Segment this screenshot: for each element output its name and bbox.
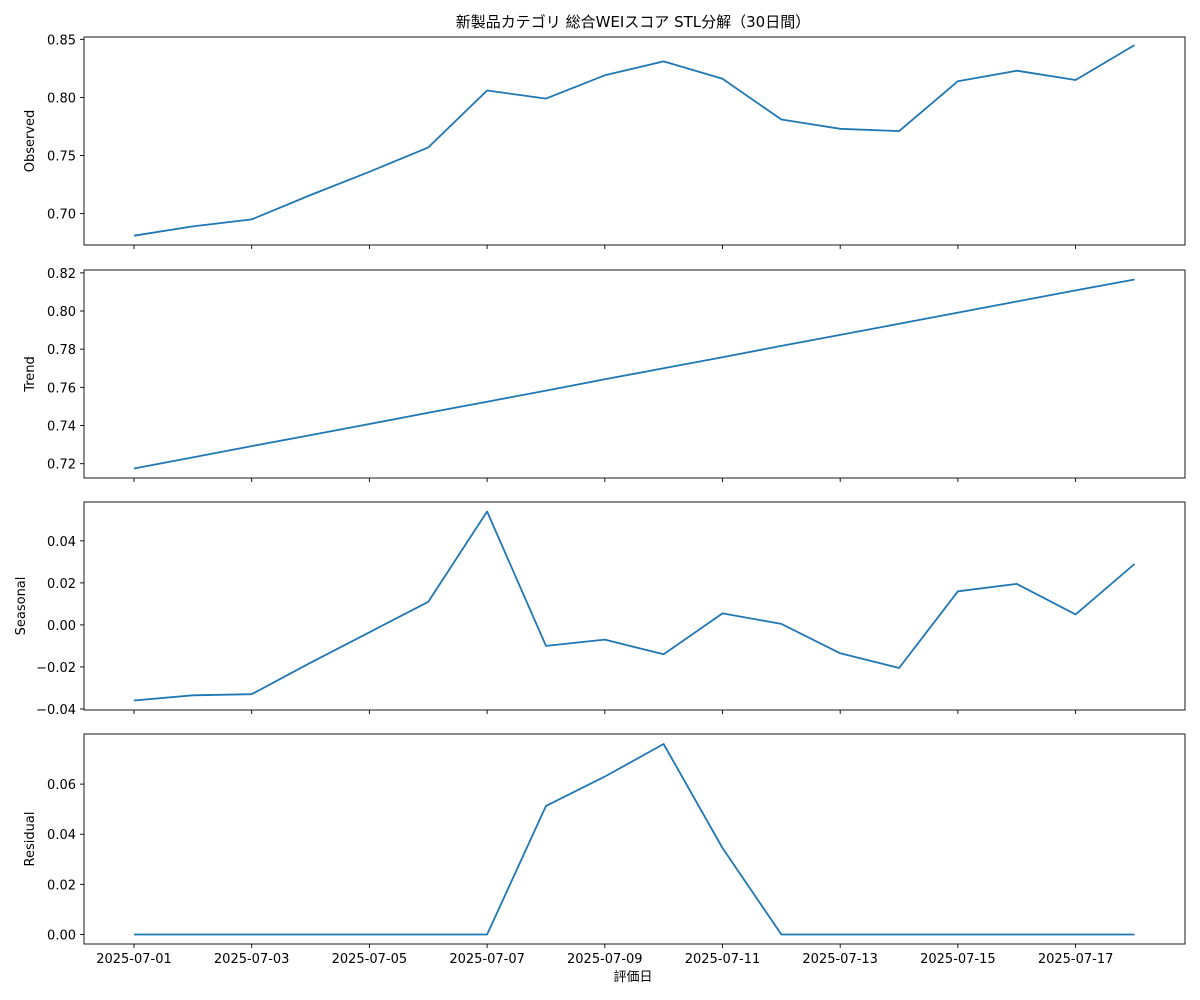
panel-seasonal: −0.04 −0.02 0.00 0.02 0.04 Seasonal (14, 501, 1186, 718)
x-tick-label: 2025-07-05 (332, 952, 408, 967)
panel-trend: 0.72 0.74 0.76 0.78 0.80 0.82 Trend (23, 267, 1186, 482)
y-tick-label: 0.72 (47, 458, 76, 473)
panels-container: 0.70 0.75 0.80 0.85 Observed 0.72 0.74 0.76 0.78… (14, 33, 1186, 967)
y-axis-label: Residual (23, 812, 38, 867)
x-tick-label: 2025-07-17 (1038, 952, 1114, 967)
y-tick-label: 0.04 (47, 828, 76, 843)
y-tick-label: 0.85 (47, 33, 76, 48)
x-tick-label: 2025-07-07 (449, 952, 525, 967)
y-tick-label: −0.02 (36, 661, 76, 676)
y-tick-label: 0.80 (47, 91, 76, 106)
y-axis-label: Trend (23, 356, 38, 393)
panel-residual: 0.00 0.02 0.04 0.06 2025-07-01 2025-07-03 2025… (23, 733, 1186, 967)
y-tick-label: 0.75 (47, 150, 76, 165)
y-tick-label: 0.74 (47, 420, 76, 435)
y-tick-label: 0.04 (47, 535, 76, 550)
x-tick-label: 2025-07-11 (685, 952, 761, 967)
axes-frame (83, 501, 1186, 711)
series-line-residual (134, 743, 1135, 936)
y-tick-label: 0.80 (47, 305, 76, 320)
y-tick-label: 0.70 (47, 208, 76, 223)
y-tick-label: 0.78 (47, 343, 76, 358)
axes-frame (83, 733, 1186, 945)
x-tick-label: 2025-07-03 (214, 952, 290, 967)
y-tick-label: 0.06 (47, 778, 76, 793)
y-axis-label: Observed (23, 110, 38, 173)
y-tick-label: 0.00 (47, 928, 76, 943)
panel-observed: 0.70 0.75 0.80 0.85 Observed (23, 33, 1186, 249)
series-line-trend (133, 278, 1135, 470)
y-tick-label: 0.82 (47, 267, 76, 282)
x-axis-label: 評価日 (613, 970, 652, 985)
y-axis-label: Seasonal (14, 577, 29, 636)
axes-frame (83, 36, 1186, 246)
y-tick-label: 0.00 (47, 619, 76, 634)
x-tick-label: 2025-07-15 (920, 952, 996, 967)
y-tick-label: 0.02 (47, 878, 76, 893)
y-tick-label: −0.04 (36, 703, 76, 718)
series-line-observed (133, 44, 1135, 237)
y-tick-label: 0.02 (47, 577, 76, 592)
series-line-seasonal (133, 510, 1136, 702)
axes-frame (83, 269, 1186, 479)
x-tick-label: 2025-07-01 (96, 952, 172, 967)
figure-title: 新製品カテゴリ 総合WEIスコア STL分解（30日間） (456, 13, 810, 31)
y-tick-label: 0.76 (47, 381, 76, 396)
x-tick-label: 2025-07-13 (802, 952, 878, 967)
x-tick-label: 2025-07-09 (567, 952, 643, 967)
